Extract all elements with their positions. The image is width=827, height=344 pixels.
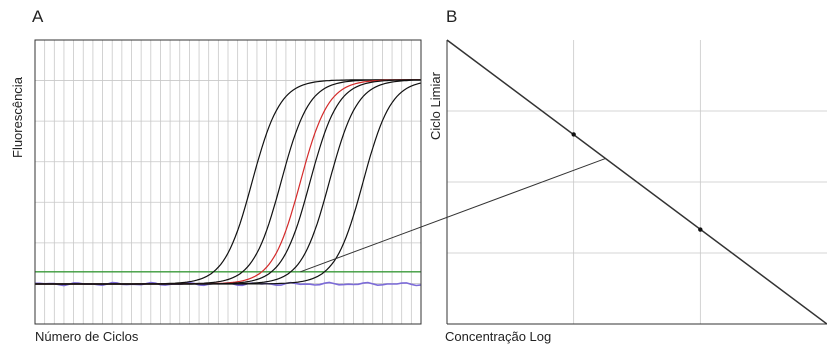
- panel-a-amplification-curve: [35, 82, 422, 285]
- panel-b-y-axis-title: Ciclo Limiar: [428, 71, 443, 140]
- panel-b-lines: [446, 39, 827, 325]
- panel-a-grid: [35, 40, 421, 324]
- panel-b-data-point: [698, 227, 703, 232]
- connector-line: [300, 158, 606, 273]
- connector-layer: [300, 158, 606, 273]
- panel-a: A Número de Ciclos Fluorescência: [10, 7, 422, 344]
- panel-b-letter: B: [446, 7, 457, 26]
- panel-a-y-axis-title: Fluorescência: [10, 76, 25, 158]
- panel-a-letter: A: [32, 7, 44, 26]
- panel-b: B Concentração Log Ciclo Limiar: [428, 7, 827, 344]
- panel-a-frame: [34, 39, 422, 325]
- panel-a-x-axis-title: Número de Ciclos: [35, 329, 139, 344]
- panel-b-data-point: [571, 132, 576, 137]
- panel-b-grid: [447, 40, 827, 324]
- panel-a-lines: [35, 79, 422, 287]
- panel-b-x-axis-title: Concentração Log: [445, 329, 551, 344]
- panel-b-standard-curve-line: [446, 39, 827, 325]
